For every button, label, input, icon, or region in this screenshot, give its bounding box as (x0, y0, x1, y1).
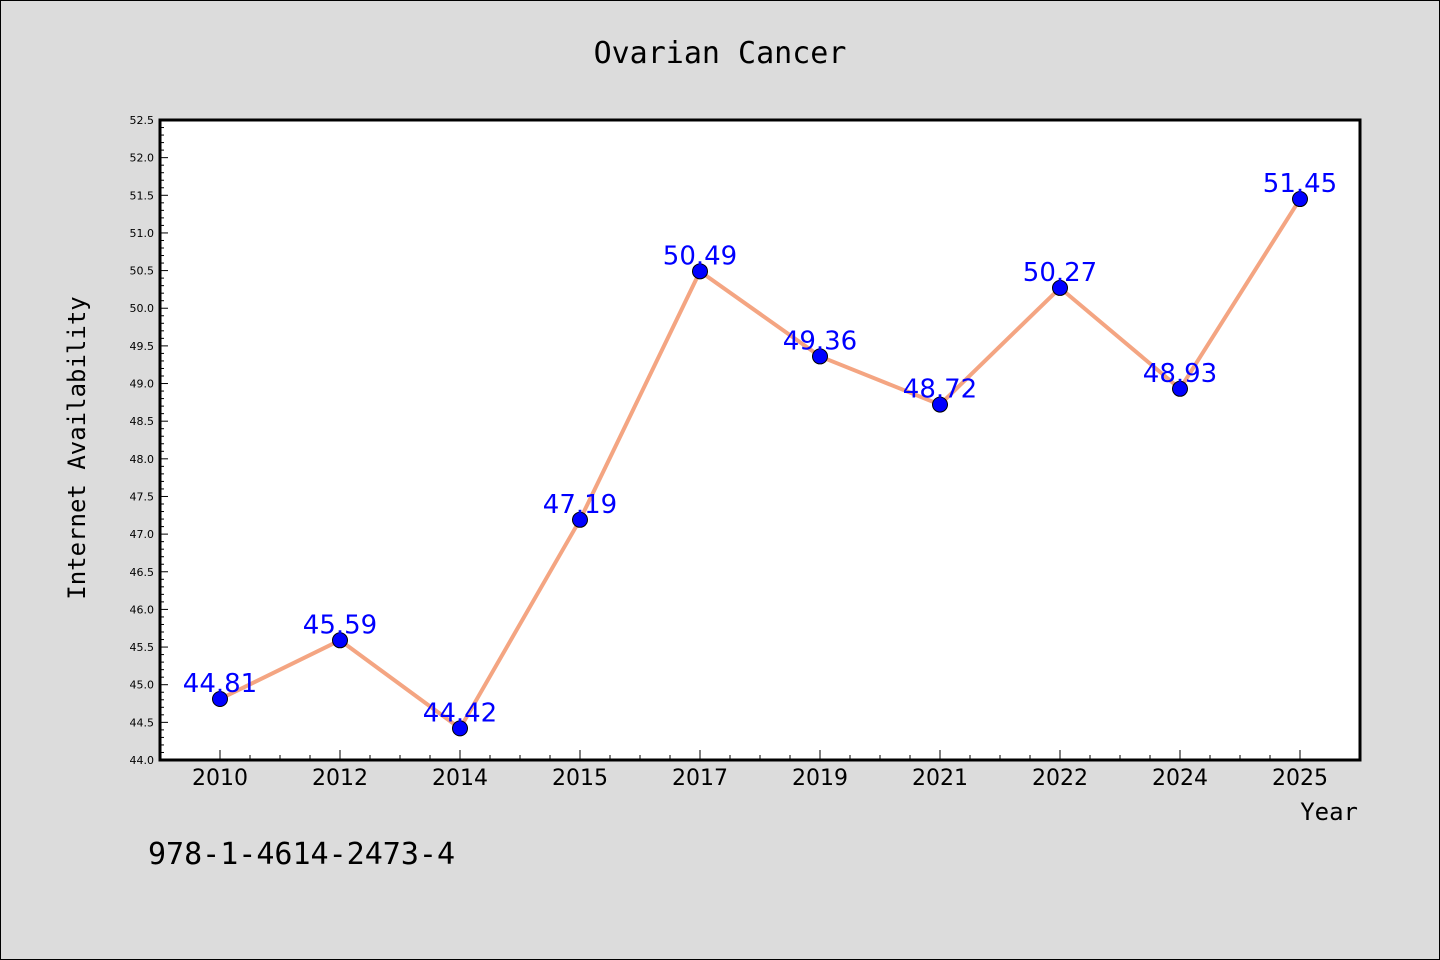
data-point (332, 632, 348, 649)
data-label: 45.59 (303, 610, 377, 640)
data-label: 44.81 (183, 669, 257, 699)
data-label: 48.93 (1143, 359, 1217, 389)
y-tick-label: 51.0 (130, 227, 155, 240)
x-axis: 2010 2012 2014 2015 2017 2019 2021 2022 2024 2025 (192, 750, 1328, 791)
y-tick-label: 45.5 (130, 641, 155, 654)
y-tick-label: 52.5 (130, 114, 155, 127)
data-point (1052, 279, 1068, 296)
y-tick-label: 49.0 (130, 378, 155, 391)
data-label: 50.27 (1023, 258, 1097, 288)
series-line (219, 197, 1302, 731)
data-label: 49.36 (783, 326, 857, 356)
data-label: 50.49 (663, 241, 737, 271)
plot-area (158, 118, 1362, 762)
footer-note: 978-1-4614-2473-4 (148, 837, 455, 872)
data-point (572, 511, 588, 528)
y-tick-label: 46.5 (130, 566, 155, 579)
x-tick-label: 2014 (432, 766, 488, 791)
y-tick-label: 49.5 (130, 340, 155, 353)
x-axis-label: Year (1300, 798, 1358, 826)
data-point (452, 720, 468, 737)
y-tick-label: 50.0 (130, 302, 155, 315)
data-point (812, 348, 828, 365)
y-tick-label: 47.0 (130, 528, 155, 541)
x-tick-label: 2024 (1152, 766, 1208, 791)
data-point (1172, 380, 1188, 397)
y-axis: 44.0 44.5 45.0 45.5 46.0 46.5 47.0 47.5 48.0 48.5… (130, 114, 168, 767)
y-tick-label: 50.5 (130, 265, 155, 278)
data-point (1292, 191, 1308, 208)
y-tick-label: 44.0 (130, 754, 155, 767)
y-tick-label: 52.0 (130, 152, 155, 165)
data-point (932, 396, 948, 413)
data-label: 51.45 (1263, 169, 1337, 199)
data-label: 47.19 (543, 490, 617, 520)
x-tick-label: 2010 (192, 766, 248, 791)
x-tick-label: 2017 (672, 766, 728, 791)
x-tick-label: 2015 (552, 766, 608, 791)
y-tick-label: 45.0 (130, 679, 155, 692)
x-tick-label: 2025 (1272, 766, 1328, 791)
y-axis-label: Internet Availability (63, 296, 91, 599)
y-tick-label: 48.0 (130, 453, 155, 466)
data-point (692, 263, 708, 280)
series-layer: 44.81 45.59 44.42 47.19 50.49 49.36 48.72 50.27… (183, 169, 1337, 737)
y-tick-label: 44.5 (130, 716, 155, 729)
x-tick-label: 2012 (312, 766, 368, 791)
data-label: 44.42 (423, 698, 497, 728)
y-tick-label: 46.0 (130, 603, 155, 616)
x-tick-label: 2022 (1032, 766, 1088, 791)
y-tick-label: 51.5 (130, 189, 155, 202)
chart-title: Ovarian Cancer (594, 36, 847, 71)
y-tick-label: 48.5 (130, 415, 155, 428)
y-tick-label: 47.5 (130, 490, 155, 503)
x-tick-label: 2021 (912, 766, 968, 791)
x-tick-label: 2019 (792, 766, 848, 791)
data-label: 48.72 (903, 375, 977, 405)
data-point (212, 691, 228, 708)
